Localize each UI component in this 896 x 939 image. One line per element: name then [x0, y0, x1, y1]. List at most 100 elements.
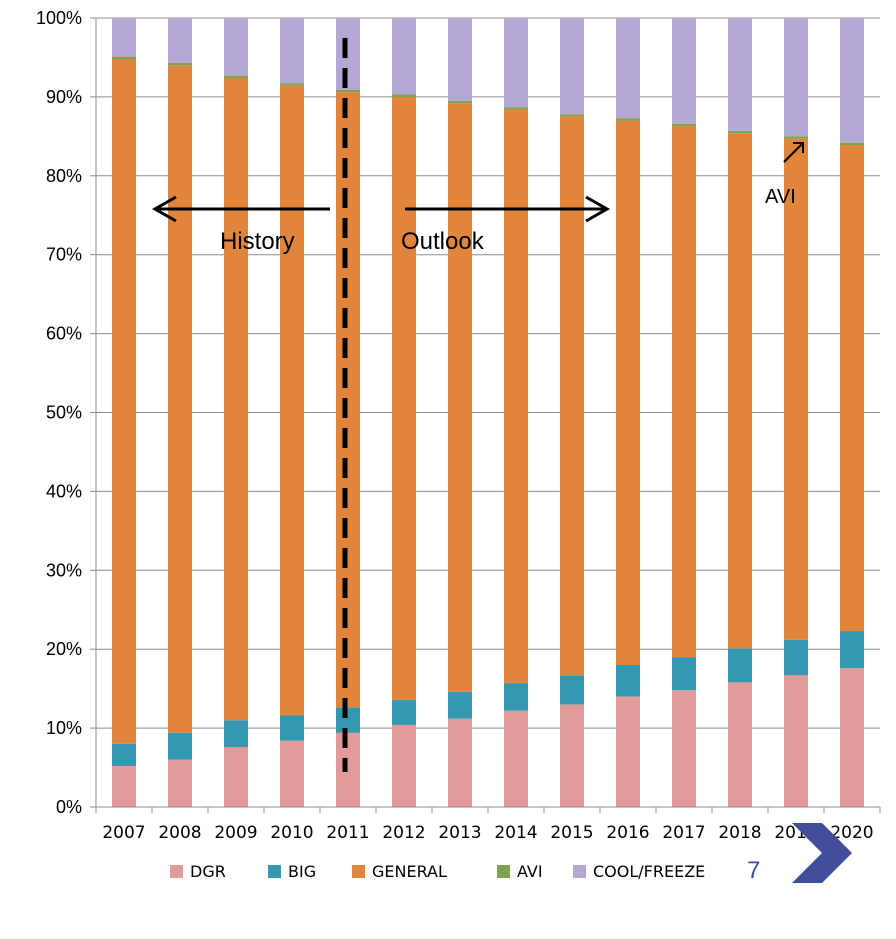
bar-segment-dgr [560, 704, 584, 807]
x-tick-label: 2012 [382, 823, 425, 843]
legend-label: BIG [288, 862, 316, 881]
bar-segment-general [336, 92, 360, 708]
y-tick-label: 40% [46, 481, 82, 501]
bar-segment-general [840, 145, 864, 632]
legend-item: AVI [497, 862, 543, 881]
legend-label: GENERAL [372, 862, 447, 881]
bar-segment-avi [280, 83, 304, 86]
legend: DGR BIG GENERAL AVI COOL/FREEZE [170, 862, 705, 881]
x-tick-label: 2007 [102, 823, 145, 843]
bar-stack-2017 [672, 18, 696, 807]
bar-segment-big [392, 699, 416, 725]
bar-segment-avi [448, 100, 472, 104]
bar-segment-general [224, 77, 248, 721]
bar-segment-avi [784, 136, 808, 139]
legend-label: AVI [517, 862, 543, 881]
y-tick-label: 60% [46, 324, 82, 344]
bar-segment-general [784, 138, 808, 640]
history-arrow [151, 195, 330, 223]
bar-segment-cool-freeze [560, 18, 584, 115]
bar-segment-general [504, 109, 528, 684]
bar-segment-dgr [224, 747, 248, 807]
bar-segment-general [728, 133, 752, 649]
bar-segment-big [728, 648, 752, 683]
bar-segment-avi [112, 56, 136, 60]
bar-segment-big [280, 715, 304, 741]
y-tick-label: 10% [46, 718, 82, 738]
y-tick-label: 90% [46, 87, 82, 107]
bar-segment-avi [672, 123, 696, 127]
x-tick-label: 2017 [662, 823, 705, 843]
history-label: History [220, 228, 295, 255]
bar-segment-cool-freeze [784, 18, 808, 137]
bar-segment-dgr [448, 718, 472, 807]
y-tick-label: 50% [46, 403, 82, 423]
bar-segment-cool-freeze [672, 18, 696, 124]
bar-segment-big [560, 675, 584, 705]
bar-segment-avi [728, 130, 752, 134]
avi-pointer-arrow [783, 142, 804, 163]
x-tick-label: 2011 [326, 823, 369, 843]
bar-segment-avi [224, 75, 248, 78]
bar-segment-big [168, 732, 192, 760]
outlook-arrow [405, 195, 611, 223]
bar-stack-2011 [336, 18, 360, 807]
y-axis-tick-labels: 0% 10% 20% 30% 40% 50% 60% 70% 80% 90% 100% [36, 8, 82, 817]
bar-segment-general [448, 103, 472, 692]
bar-segment-dgr [336, 732, 360, 807]
bar-segment-big [448, 691, 472, 719]
bar-segment-avi [504, 107, 528, 110]
page-number: 7 [747, 857, 760, 884]
legend-label: DGR [190, 862, 226, 881]
legend-item: DGR [170, 862, 226, 881]
y-tick-label: 30% [46, 560, 82, 580]
y-tick-label: 80% [46, 166, 82, 186]
bar-segment-cool-freeze [168, 18, 192, 63]
bar-segment-general [672, 126, 696, 658]
bar-segment-big [224, 720, 248, 748]
legend-label: COOL/FREEZE [593, 862, 705, 881]
bar-segment-big [616, 664, 640, 697]
x-tick-label: 2010 [270, 823, 313, 843]
bar-segment-general [560, 116, 584, 676]
bar-segment-dgr [168, 759, 192, 807]
bar-segment-cool-freeze [392, 18, 416, 95]
bar-segment-dgr [392, 724, 416, 807]
bar-stack-2012 [392, 18, 416, 807]
legend-item: GENERAL [352, 862, 447, 881]
next-chevron-icon[interactable] [792, 823, 852, 883]
x-tick-label: 2008 [158, 823, 201, 843]
bar-stack-2009 [224, 18, 248, 807]
bar-stack-2015 [560, 18, 584, 807]
bar-segment-general [280, 85, 304, 716]
bar-stack-2016 [616, 18, 640, 807]
bar-segment-cool-freeze [112, 18, 136, 57]
bar-segment-cool-freeze [224, 18, 248, 76]
bar-stack-2018 [728, 18, 752, 807]
bar-segment-avi [840, 142, 864, 146]
bar-segment-big [504, 683, 528, 711]
bar-stack-2013 [448, 18, 472, 807]
bar-segment-avi [336, 89, 360, 93]
bar-stack-2010 [280, 18, 304, 807]
x-tick-label: 2014 [494, 823, 537, 843]
legend-item: COOL/FREEZE [573, 862, 705, 881]
x-tick-label: 2013 [438, 823, 481, 843]
bar-segment-cool-freeze [280, 18, 304, 84]
bar-stack-2014 [504, 18, 528, 807]
bar-segment-cool-freeze [616, 18, 640, 119]
x-tick-label: 2020 [830, 823, 873, 843]
x-tick-label: 2016 [606, 823, 649, 843]
bar-segment-dgr [784, 675, 808, 807]
legend-swatch [497, 865, 510, 878]
y-tick-label: 100% [36, 8, 82, 28]
bar-segment-dgr [616, 696, 640, 807]
bar-segment-big [672, 657, 696, 691]
legend-item: BIG [268, 862, 316, 881]
bar-segment-dgr [504, 710, 528, 807]
bar-segment-dgr [840, 668, 864, 807]
bar-stack-2008 [168, 18, 192, 807]
bar-segment-cool-freeze [840, 18, 864, 143]
bar-segment-avi [392, 94, 416, 97]
